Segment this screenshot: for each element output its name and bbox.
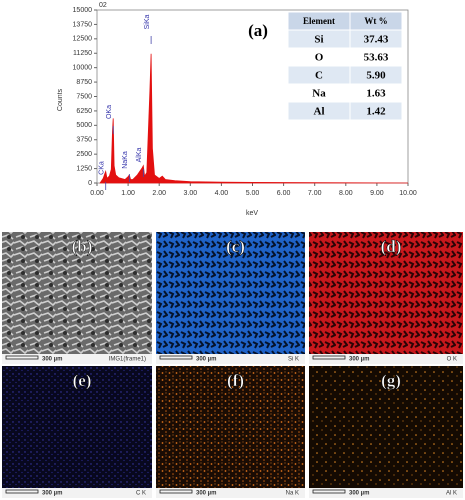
table-header: Wt % xyxy=(364,16,387,26)
y-tick-label: 2500 xyxy=(76,151,92,158)
map-caption: Si K xyxy=(288,357,299,363)
y-tick-label: 6250 xyxy=(76,108,92,115)
table-cell-text: Al xyxy=(314,106,325,118)
table-cell-text: O xyxy=(315,52,324,64)
scale-label: 300 µm xyxy=(42,357,62,363)
x-tick-label: 10.00 xyxy=(399,190,417,197)
y-tick-label: 10000 xyxy=(73,65,93,72)
panel-label: (g) xyxy=(381,371,401,390)
x-axis-label: keV xyxy=(246,210,258,217)
peak-label: NaKa xyxy=(122,151,129,169)
caption-bar xyxy=(156,354,305,364)
panel-label: (a) xyxy=(248,21,268,40)
micrograph xyxy=(156,232,305,354)
micrograph xyxy=(309,366,463,488)
table-header: Element xyxy=(303,16,335,26)
caption-bar xyxy=(2,488,152,498)
panel-label: (b) xyxy=(72,237,93,256)
scale-bar xyxy=(5,355,39,360)
panel-label: (f) xyxy=(227,371,244,390)
scale-label: 300 µm xyxy=(349,357,369,363)
x-tick-label: 1.00 xyxy=(121,190,135,197)
x-tick-label: 9.00 xyxy=(370,190,384,197)
peak-label: SiKa xyxy=(144,15,151,30)
peak-label: CKa xyxy=(99,161,106,175)
y-tick-label: 11250 xyxy=(73,50,92,57)
y-tick-label: 12500 xyxy=(73,36,93,43)
table-cell-text: Si xyxy=(314,34,323,46)
y-tick-label: 8750 xyxy=(76,79,92,86)
map-caption: Na K xyxy=(286,491,299,497)
micrograph xyxy=(156,366,305,488)
y-tick-label: 3750 xyxy=(76,137,92,144)
table-cell-text: C xyxy=(315,70,323,82)
scale-label: 300 µm xyxy=(42,491,62,497)
panel-label: (d) xyxy=(381,237,402,256)
scale-label: 300 µm xyxy=(196,357,216,363)
chart-title: 02 xyxy=(99,2,107,9)
table-cell-text: 1.63 xyxy=(366,88,386,100)
scale-label: 300 µm xyxy=(349,491,369,497)
panel-label: (e) xyxy=(73,371,92,390)
table-cell-text: 1.42 xyxy=(366,106,386,118)
y-tick-label: 0 xyxy=(88,180,92,187)
y-tick-label: 1250 xyxy=(76,165,92,172)
x-tick-label: 6.00 xyxy=(277,190,291,197)
y-tick-label: 15000 xyxy=(73,7,93,14)
y-tick-label: 13750 xyxy=(73,21,93,28)
spectrum xyxy=(99,53,409,184)
caption-bar xyxy=(309,488,463,498)
micrograph xyxy=(2,232,152,354)
map-caption: IMG1(frame1) xyxy=(109,357,146,363)
x-tick-label: 2.00 xyxy=(152,190,166,197)
y-tick-label: 7500 xyxy=(76,93,92,100)
micrograph xyxy=(2,366,152,488)
x-tick-label: 8.00 xyxy=(339,190,353,197)
caption-bar xyxy=(156,488,305,498)
scale-label: 300 µm xyxy=(196,491,216,497)
x-tick-label: 7.00 xyxy=(308,190,322,197)
map-caption: Al K xyxy=(446,491,457,497)
x-tick-label: 3.00 xyxy=(183,190,197,197)
scale-bar xyxy=(159,489,193,494)
peak-label: AlKa xyxy=(136,148,143,163)
scale-bar xyxy=(5,489,39,494)
caption-bar xyxy=(309,354,463,364)
caption-bar xyxy=(2,354,152,364)
scale-bar xyxy=(312,489,346,494)
table-cell xyxy=(349,101,403,121)
table-cell-text: 5.90 xyxy=(366,70,386,82)
y-tick-label: 5000 xyxy=(76,122,92,129)
panel-label: (c) xyxy=(226,237,245,256)
x-tick-label: 0.00 xyxy=(90,190,104,197)
scale-bar xyxy=(312,355,346,360)
table-cell-text: Na xyxy=(312,88,326,100)
peak-label: OKa xyxy=(106,105,113,119)
y-axis-label: Counts xyxy=(57,88,64,111)
table-cell-text: 53.63 xyxy=(364,52,389,64)
map-caption: O K xyxy=(447,357,457,363)
x-tick-label: 4.00 xyxy=(215,190,229,197)
scale-bar xyxy=(159,355,193,360)
table-cell-text: 37.43 xyxy=(364,34,389,46)
micrograph xyxy=(309,232,463,354)
map-caption: C K xyxy=(136,491,146,497)
x-tick-label: 5.00 xyxy=(246,190,260,197)
